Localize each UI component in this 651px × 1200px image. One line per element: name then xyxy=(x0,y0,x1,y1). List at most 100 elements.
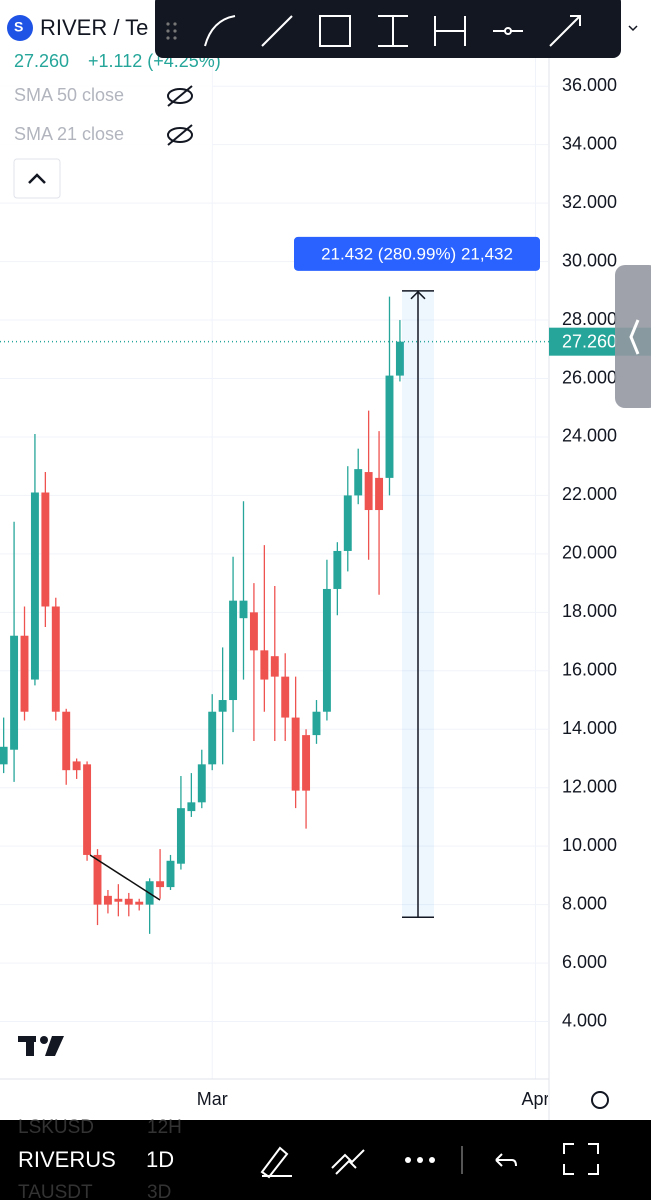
tool-path[interactable] xyxy=(204,15,236,47)
collapse-button[interactable] xyxy=(13,158,61,199)
candle-body xyxy=(135,901,144,905)
prev-symbol: LSKUSD xyxy=(18,1117,94,1138)
candle-body xyxy=(51,606,60,712)
candle-body xyxy=(395,341,404,376)
candle-body xyxy=(302,735,311,791)
y-tick-label: 10.000 xyxy=(562,835,617,855)
candle-body xyxy=(10,635,19,750)
candle-body xyxy=(30,492,39,680)
symbol-icon xyxy=(7,15,33,41)
next-interval: 3D xyxy=(147,1182,171,1200)
candle-body xyxy=(229,600,238,701)
candle-body xyxy=(270,656,279,677)
tool-price-range[interactable] xyxy=(378,15,408,47)
candle-body xyxy=(343,495,352,551)
candle-body xyxy=(124,898,133,905)
grid xyxy=(0,0,548,1079)
drawing-toolbar xyxy=(155,0,621,58)
candle-body xyxy=(218,700,227,712)
tool-arrow[interactable] xyxy=(549,15,581,47)
indicator[interactable]: SMA 50 close xyxy=(14,85,124,105)
last-price: 27.260 xyxy=(14,51,69,71)
candle-body xyxy=(103,895,112,905)
candle-body xyxy=(72,761,81,771)
candle-body xyxy=(385,375,394,478)
candle-body xyxy=(166,860,175,888)
handle-chevron xyxy=(629,319,640,355)
candle-body xyxy=(114,898,123,902)
candle-body xyxy=(176,808,185,864)
x-tick-label: Apr xyxy=(521,1089,549,1109)
y-tick-label: 6.000 xyxy=(562,952,607,972)
x-tick-label: Mar xyxy=(197,1089,228,1109)
candle-body xyxy=(0,746,8,765)
bottom-symbol[interactable]: RIVERUS xyxy=(18,1147,116,1172)
more-button[interactable] xyxy=(405,1157,435,1163)
symbol[interactable]: RIVER / Te xyxy=(40,15,148,40)
measure-arrow xyxy=(410,290,426,300)
last-price-label: 27.260 xyxy=(562,331,617,351)
candle-body xyxy=(249,612,258,651)
y-tick-label: 14.000 xyxy=(562,718,617,738)
candle-body xyxy=(156,881,165,888)
dropdown[interactable] xyxy=(628,25,638,32)
indicators-button[interactable] xyxy=(331,1149,365,1175)
y-tick-label: 24.000 xyxy=(562,426,617,446)
y-tick-label: 20.000 xyxy=(562,543,617,563)
tool-trend[interactable] xyxy=(261,15,293,47)
candle-body xyxy=(281,676,290,718)
y-tick-label: 34.000 xyxy=(562,133,617,153)
bottom-interval[interactable]: 1D xyxy=(146,1147,174,1172)
candle-body xyxy=(322,588,331,712)
indicator[interactable]: SMA 21 close xyxy=(14,124,124,144)
measure-label: 21.432 (280.99%) 21,432 xyxy=(321,244,513,263)
hidden-icons[interactable] xyxy=(167,85,193,146)
y-tick-label: 32.000 xyxy=(562,192,617,212)
trend-line[interactable] xyxy=(89,854,161,901)
candle-body xyxy=(208,711,217,765)
settings[interactable] xyxy=(591,1091,609,1109)
y-tick-label: 16.000 xyxy=(562,660,617,680)
candle-body xyxy=(291,717,300,791)
y-tick-label: 12.000 xyxy=(562,776,617,796)
chevron-up xyxy=(28,173,46,184)
candle-body xyxy=(354,469,363,496)
y-tick-label: 8.000 xyxy=(562,893,607,913)
price-axis-labels: 4.000 6.000 8.000 10.000 12.000 14.000 16.000 1… xyxy=(562,75,617,1030)
candle-body xyxy=(41,492,50,607)
y-tick-label: 4.000 xyxy=(562,1010,607,1030)
bottom-bar xyxy=(0,1120,651,1200)
plot: Mar Apr xyxy=(0,296,549,1109)
y-tick-label: 30.000 xyxy=(562,250,617,270)
candle-body xyxy=(375,477,384,511)
candle-body xyxy=(20,635,29,712)
price-axis xyxy=(549,0,651,1120)
logo xyxy=(18,1036,64,1056)
candle-body xyxy=(364,472,373,511)
undo-button[interactable] xyxy=(495,1153,517,1167)
draw-button[interactable] xyxy=(260,1146,292,1179)
candle-body xyxy=(312,711,321,736)
candle-body xyxy=(197,764,206,803)
y-tick-label: 18.000 xyxy=(562,601,617,621)
y-tick-label: 26.000 xyxy=(562,367,617,387)
candle-body xyxy=(333,550,342,589)
next-symbol: TAUSDT xyxy=(18,1182,93,1200)
symbol-icon-glyph: S xyxy=(14,19,23,35)
y-tick-label: 28.000 xyxy=(562,309,617,329)
y-tick-label: 36.000 xyxy=(562,75,617,95)
side-panel-handle[interactable] xyxy=(615,265,651,408)
measure-label-bg xyxy=(294,236,540,271)
candle-body xyxy=(93,854,102,905)
candle-body xyxy=(83,764,92,855)
tool-date-range[interactable] xyxy=(434,16,466,46)
fullscreen-button[interactable] xyxy=(563,1143,599,1175)
prev-interval: 12H xyxy=(147,1117,182,1138)
candle-body xyxy=(239,600,248,619)
candle-body xyxy=(62,711,71,771)
tool-rect[interactable] xyxy=(319,15,351,47)
candle-body xyxy=(187,802,196,812)
y-tick-label: 22.000 xyxy=(562,484,617,504)
candle-body xyxy=(260,650,269,680)
